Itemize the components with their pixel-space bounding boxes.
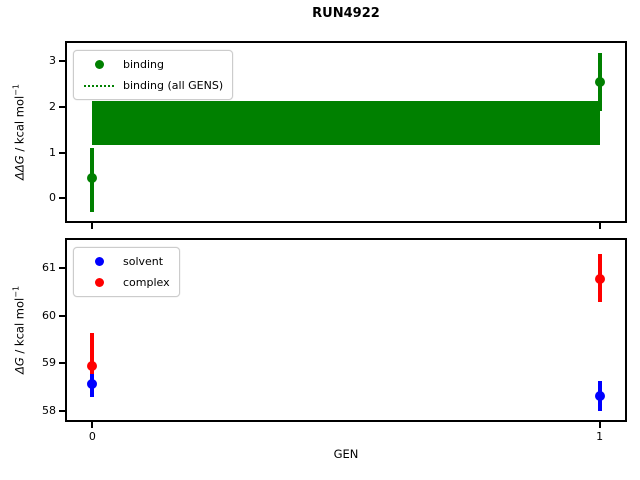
- complex-marker-icon: [94, 278, 104, 287]
- legend-entry-binding-all-gens: binding (all GENS): [83, 76, 223, 95]
- y-tick-label: 1: [49, 145, 56, 159]
- binding-legend-symbol: [83, 60, 115, 69]
- x-tick: [598, 422, 601, 428]
- x-tick-label: 1: [596, 430, 604, 443]
- y-tick: [59, 105, 65, 108]
- y-tick-label: 61: [42, 261, 56, 275]
- y-tick: [59, 362, 65, 365]
- top-legend: binding binding (all GENS): [73, 50, 234, 100]
- binding-all-gens-legend-label: binding (all GENS): [123, 79, 224, 92]
- x-axis-label: GEN: [333, 447, 359, 461]
- data-point-complex-gen0: [87, 360, 98, 371]
- y-tick: [59, 267, 65, 270]
- top-plot-area: [65, 41, 627, 223]
- data-point-binding-gen0: [87, 173, 98, 184]
- data-point-complex-gen1: [594, 273, 605, 284]
- data-point-binding-gen1: [594, 76, 605, 87]
- binding-all-gens-band: [92, 101, 600, 146]
- x-tick: [91, 223, 94, 229]
- dotted-line-icon: [84, 84, 114, 87]
- y-tick-label: 58: [42, 403, 56, 417]
- y-tick-label: 59: [42, 356, 56, 370]
- x-tick: [598, 223, 601, 229]
- complex-legend-symbol: [83, 278, 115, 287]
- bottom-plot-area: [65, 238, 627, 422]
- solvent-legend-label: solvent: [123, 255, 164, 268]
- binding-legend-label: binding: [123, 58, 165, 71]
- legend-entry-complex: complex: [83, 273, 170, 292]
- bottom-legend: solvent complex: [73, 247, 180, 297]
- x-tick-label: 0: [88, 430, 96, 443]
- top-y-axis-exponent: −1: [11, 84, 21, 96]
- data-point-solvent-gen0: [87, 379, 98, 389]
- y-tick: [59, 151, 65, 154]
- y-tick: [59, 314, 65, 317]
- binding-all-gens-legend-symbol: [83, 84, 115, 87]
- x-tick: [91, 422, 94, 428]
- y-tick: [59, 409, 65, 412]
- legend-entry-solvent: solvent: [83, 252, 170, 271]
- bottom-y-axis-exponent: −1: [11, 285, 21, 298]
- y-tick-label: 60: [42, 308, 56, 322]
- y-tick-label: 2: [49, 99, 56, 113]
- solvent-legend-symbol: [83, 257, 115, 266]
- legend-entry-binding: binding: [83, 55, 223, 74]
- bottom-y-axis-units: / kcal mol: [12, 297, 27, 358]
- y-tick-label: 3: [49, 54, 56, 68]
- data-point-solvent-gen1: [594, 390, 605, 401]
- plot-title: RUN4922: [312, 6, 380, 21]
- y-tick: [59, 197, 65, 200]
- complex-legend-label: complex: [123, 276, 170, 289]
- binding-marker-icon: [94, 60, 104, 69]
- solvent-marker-icon: [94, 257, 104, 266]
- y-tick: [59, 60, 65, 63]
- y-tick-label: 0: [49, 191, 56, 205]
